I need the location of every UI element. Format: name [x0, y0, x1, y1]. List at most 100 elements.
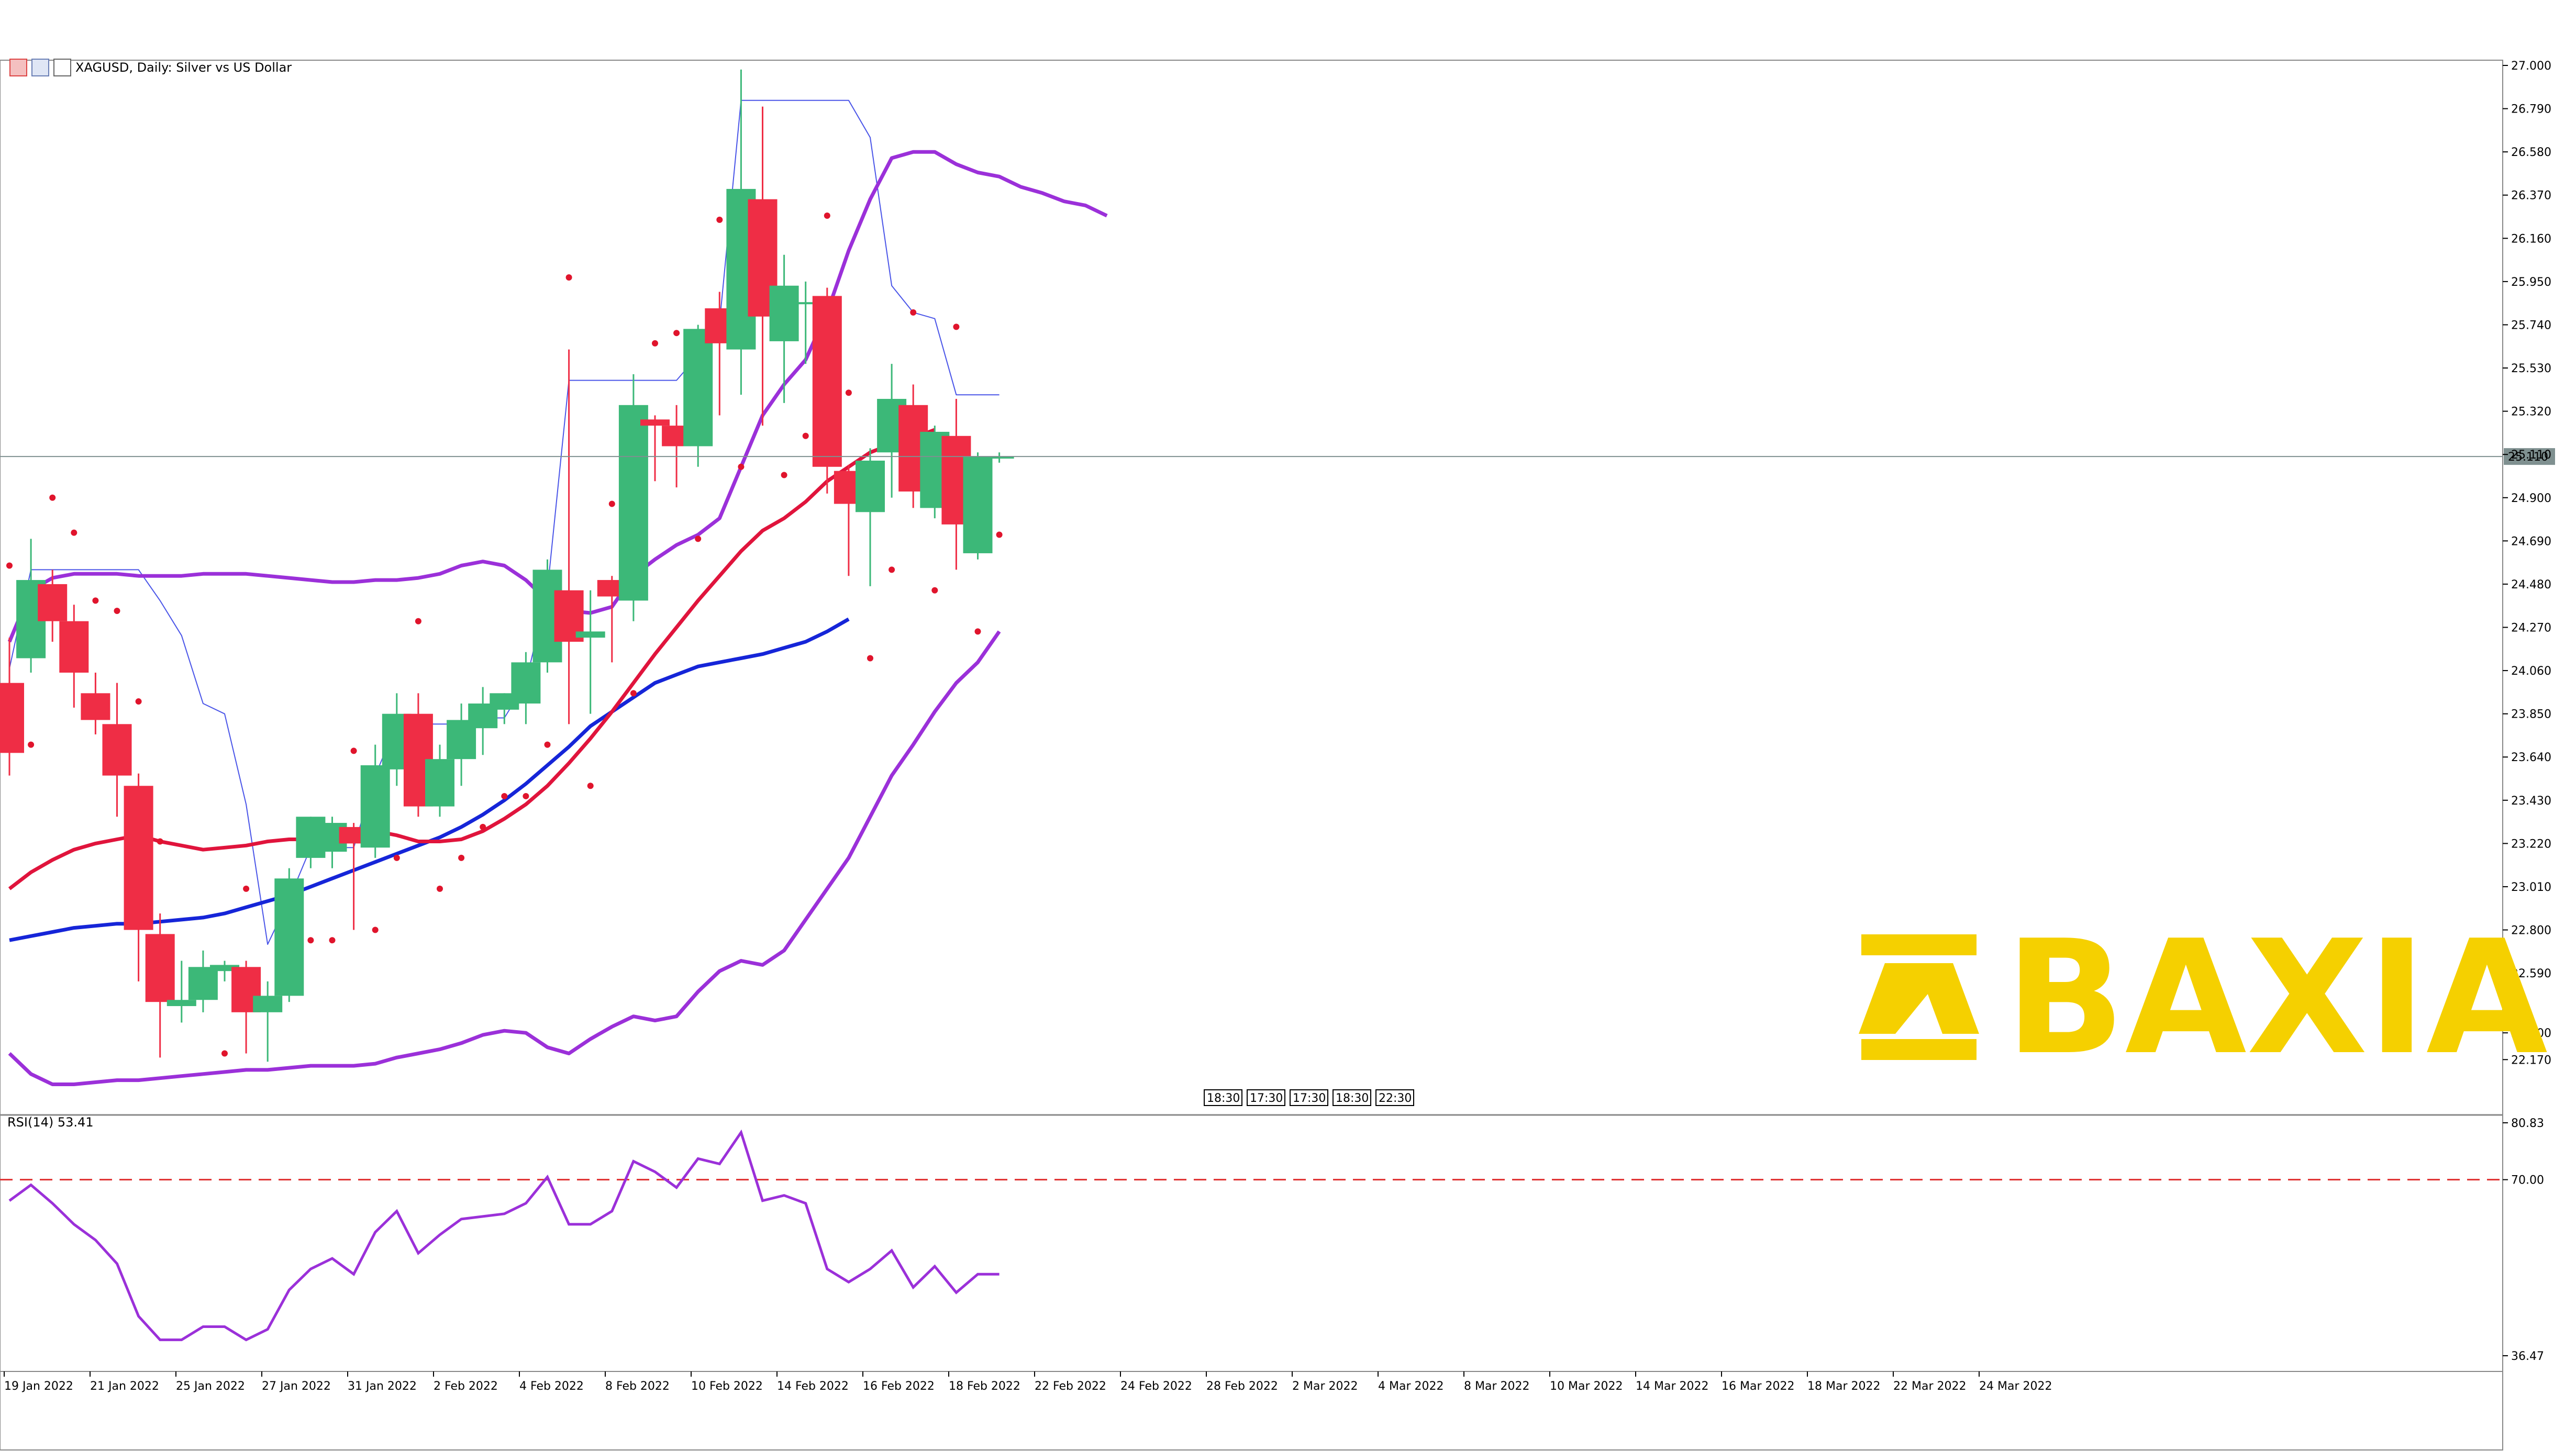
parabolic-sar — [6, 213, 1003, 1057]
psar-dot — [910, 309, 917, 316]
session-label: 18:30 — [1207, 1092, 1240, 1105]
psar-dot — [28, 741, 35, 748]
candle-bull — [769, 285, 799, 341]
psar-dot — [781, 472, 787, 478]
price-axis: 27.000 26.790 26.580 26.370 26.160 25.950 25.7… — [2503, 60, 2551, 1067]
date-tick-label: 4 Feb 2022 — [519, 1380, 584, 1393]
price-label: 25.110 — [2508, 451, 2548, 464]
date-tick-label: 16 Mar 2022 — [1722, 1380, 1794, 1393]
candle-bull — [274, 878, 304, 996]
date-tick-label: 31 Jan 2022 — [348, 1380, 417, 1393]
candlesticks[interactable] — [0, 69, 1014, 1062]
session-box — [1204, 1089, 1242, 1106]
psar-dot — [738, 463, 745, 470]
date-tick-label: 10 Mar 2022 — [1550, 1380, 1623, 1393]
chart-type-icon[interactable] — [9, 59, 27, 76]
price-tick-label: 26.790 — [2511, 103, 2551, 116]
price-tick-label: 24.270 — [2511, 622, 2551, 635]
rsi-panel: 80.83 70.00 36.47 — [0, 1117, 2544, 1363]
price-tick-label: 22.800 — [2511, 924, 2551, 937]
candle-bear — [81, 693, 110, 720]
candle-bear — [812, 296, 842, 467]
session-box — [1247, 1089, 1285, 1106]
psar-dot — [630, 690, 637, 697]
psar-dot — [996, 531, 1003, 538]
window-icon[interactable] — [31, 59, 49, 76]
psar-dot — [867, 655, 873, 662]
date-tick-label: 18 Mar 2022 — [1807, 1380, 1880, 1393]
psar-dot — [6, 562, 13, 569]
price-tick-label: 25.530 — [2511, 362, 2551, 375]
price-tick-label: 26.160 — [2511, 232, 2551, 245]
ma-fast-line — [8, 428, 936, 890]
chart-title: XAGUSD, Daily: Silver vs US Dollar — [75, 60, 292, 75]
rsi-tick-label: 80.83 — [2511, 1117, 2544, 1130]
date-tick-label: 28 Feb 2022 — [1206, 1380, 1278, 1393]
candle-bull — [575, 631, 605, 638]
psar-dot — [437, 885, 443, 892]
date-tick-label: 19 Jan 2022 — [4, 1380, 73, 1393]
candle-bull — [511, 662, 541, 704]
psar-dot — [587, 783, 594, 789]
logo-mark-bar — [1861, 1039, 1977, 1060]
candle-bear — [0, 683, 24, 753]
price-tick-label: 25.110 — [2511, 449, 2551, 462]
logo-wordmark: BAXIA — [2005, 907, 2549, 1089]
date-tick-label: 22 Mar 2022 — [1893, 1380, 1966, 1393]
price-tick-label: 25.740 — [2511, 319, 2551, 332]
psar-dot — [889, 566, 895, 573]
price-tick-label: 26.370 — [2511, 189, 2551, 203]
date-axis: 19 Jan 2022 21 Jan 2022 25 Jan 2022 27 Jan … — [4, 1371, 2052, 1393]
bollinger-lower-line — [8, 630, 1001, 1086]
candle-bull — [618, 405, 648, 601]
psar-dot — [544, 741, 551, 748]
price-tick-label: 24.480 — [2511, 578, 2551, 591]
candle-bear — [640, 419, 670, 426]
candle-bear — [102, 724, 132, 776]
session-label: 17:30 — [1250, 1092, 1283, 1105]
price-tick-label: 22.170 — [2511, 1054, 2551, 1067]
session-box — [1375, 1089, 1414, 1106]
price-tick-label: 22.300 — [2511, 1027, 2551, 1040]
session-label: 17:30 — [1293, 1092, 1326, 1105]
price-tick-label: 22.590 — [2511, 967, 2551, 980]
date-tick-label: 10 Feb 2022 — [691, 1380, 763, 1393]
psar-dot — [716, 216, 723, 223]
candle-bull — [360, 765, 390, 848]
date-tick-label: 14 Mar 2022 — [1636, 1380, 1708, 1393]
candle-bear — [124, 786, 153, 930]
candle-bull — [963, 456, 993, 553]
date-tick-label: 14 Feb 2022 — [777, 1380, 849, 1393]
session-label: 18:30 — [1336, 1092, 1369, 1105]
psar-dot — [415, 618, 421, 624]
date-tick-label: 24 Feb 2022 — [1120, 1380, 1192, 1393]
price-tick-label: 23.850 — [2511, 708, 2551, 721]
logo-mark-bar — [1861, 934, 1977, 955]
candle-bull — [253, 996, 283, 1012]
psar-dot — [652, 340, 658, 347]
price-tick-label: 23.640 — [2511, 751, 2551, 764]
price-tick-label: 25.950 — [2511, 276, 2551, 289]
psar-dot — [307, 937, 314, 944]
psar-dot — [673, 330, 680, 337]
price-tick-label: 23.430 — [2511, 795, 2551, 808]
psar-dot — [372, 927, 379, 933]
psar-dot — [71, 529, 77, 536]
candle-bear — [38, 584, 68, 621]
date-tick-label: 2 Feb 2022 — [434, 1380, 498, 1393]
psar-dot — [931, 587, 938, 594]
candle-bull — [791, 302, 820, 305]
candle-bull — [984, 456, 1014, 459]
date-tick-label: 24 Mar 2022 — [1979, 1380, 2052, 1393]
current-price-line: 25.110 — [0, 448, 2555, 465]
session-label: 22:30 — [1379, 1092, 1412, 1105]
psar-dot — [845, 389, 852, 396]
psar-dot — [953, 323, 960, 330]
template-icon[interactable] — [53, 59, 71, 76]
price-tick-label: 23.220 — [2511, 838, 2551, 851]
session-box — [1290, 1089, 1328, 1106]
price-tick-label: 24.060 — [2511, 665, 2551, 678]
candle-bear — [145, 934, 175, 1002]
